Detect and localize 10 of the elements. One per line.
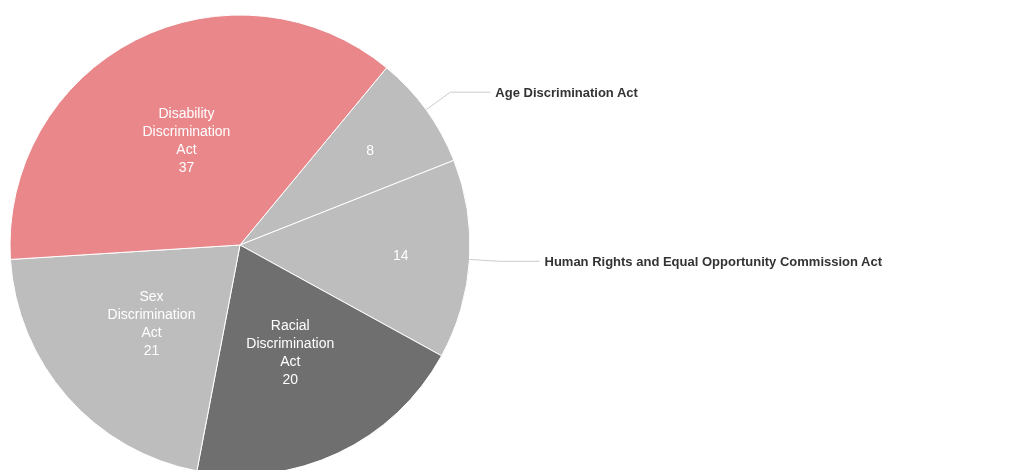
data-label: 14	[392, 247, 409, 264]
data-label: 8	[366, 142, 375, 159]
slice-label: Racial Discrimination Act	[246, 316, 335, 369]
slice-label: Age Discrimination Act	[495, 84, 639, 100]
slice-label: Sex Discrimination Act	[107, 288, 196, 341]
slice-label: Disability Discrimination Act	[142, 104, 231, 157]
data-label: 37	[178, 158, 195, 175]
data-label: 20	[282, 370, 299, 387]
data-label: 21	[143, 342, 160, 359]
slice-label: Human Rights and Equal Opportunity Commission Act	[544, 253, 883, 269]
